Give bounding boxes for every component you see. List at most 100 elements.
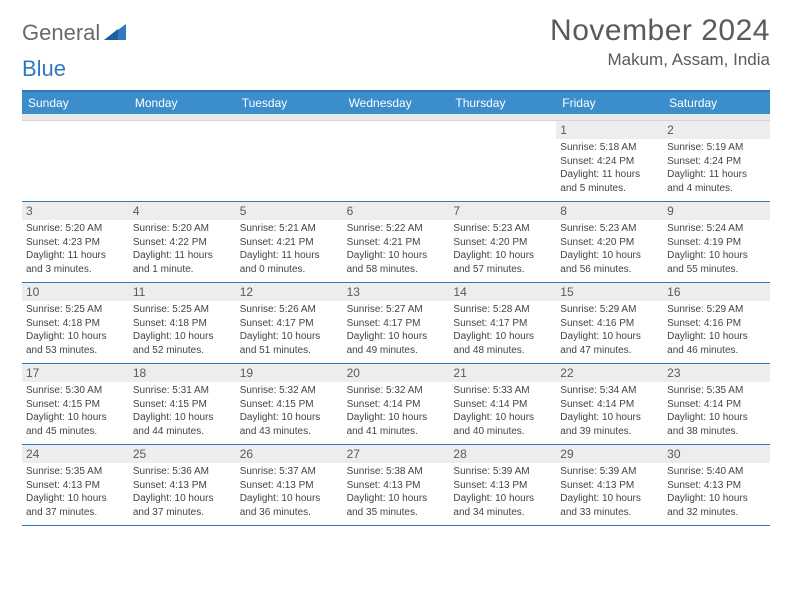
day-cell: 9Sunrise: 5:24 AMSunset: 4:19 PMDaylight… (663, 202, 770, 282)
weekday-thu: Thursday (449, 92, 556, 114)
day-cell: 14Sunrise: 5:28 AMSunset: 4:17 PMDayligh… (449, 283, 556, 363)
day-cell: 25Sunrise: 5:36 AMSunset: 4:13 PMDayligh… (129, 445, 236, 525)
day-info-line: and 4 minutes. (667, 182, 766, 196)
day-info-line: Sunrise: 5:29 AM (667, 303, 766, 317)
brand-blue: Blue (22, 56, 66, 82)
day-info-line: Sunrise: 5:20 AM (26, 222, 125, 236)
day-cell: 5Sunrise: 5:21 AMSunset: 4:21 PMDaylight… (236, 202, 343, 282)
day-info-line: Sunrise: 5:24 AM (667, 222, 766, 236)
day-info-line: Sunrise: 5:19 AM (667, 141, 766, 155)
day-info-line: Sunset: 4:18 PM (133, 317, 232, 331)
day-cell: 18Sunrise: 5:31 AMSunset: 4:15 PMDayligh… (129, 364, 236, 444)
day-number: 22 (556, 364, 663, 382)
day-info-line: Daylight: 10 hours (453, 249, 552, 263)
day-info-line: Daylight: 10 hours (240, 411, 339, 425)
day-info-line: Sunrise: 5:31 AM (133, 384, 232, 398)
day-info-line: Sunset: 4:14 PM (347, 398, 446, 412)
day-info-line: Daylight: 10 hours (453, 411, 552, 425)
day-number: 6 (343, 202, 450, 220)
day-info-line: Daylight: 10 hours (667, 411, 766, 425)
day-number: 30 (663, 445, 770, 463)
day-info-line: and 46 minutes. (667, 344, 766, 358)
day-info-line: Sunset: 4:21 PM (240, 236, 339, 250)
day-info-line: and 47 minutes. (560, 344, 659, 358)
day-info-line: Sunset: 4:20 PM (560, 236, 659, 250)
day-info-line: Sunrise: 5:38 AM (347, 465, 446, 479)
week-row: 10 Sunrise: 5:25 AMSunset: 4:18 PM Dayligh… (22, 283, 770, 364)
day-cell: 8Sunrise: 5:23 AMSunset: 4:20 PMDaylight… (556, 202, 663, 282)
day-cell: 20Sunrise: 5:32 AMSunset: 4:14 PMDayligh… (343, 364, 450, 444)
location-label: Makum, Assam, India (550, 50, 770, 70)
day-info-line: Daylight: 10 hours (560, 330, 659, 344)
weekday-sun: Sunday (22, 92, 129, 114)
day-cell: 24Sunrise: 5:35 AMSunset: 4:13 PMDayligh… (22, 445, 129, 525)
day-cell-empty: . (129, 121, 236, 201)
week-row: .....1Sunrise: 5:18 AMSunset: 4:24 PMDay… (22, 121, 770, 202)
day-info-line: Daylight: 11 hours (26, 249, 125, 263)
weekday-sat: Saturday (663, 92, 770, 114)
day-number: 13 (343, 283, 450, 301)
day-info-line: Sunset: 4:13 PM (560, 479, 659, 493)
day-cell-empty: . (22, 121, 129, 201)
day-number: 14 (449, 283, 556, 301)
day-number: 8 (556, 202, 663, 220)
day-info-line: Sunrise: 5:23 AM (560, 222, 659, 236)
brand-logo: General (22, 14, 128, 46)
day-info-line: Daylight: 10 hours (240, 492, 339, 506)
day-info-line: Sunset: 4:21 PM (347, 236, 446, 250)
brand-triangle-icon (104, 22, 126, 45)
day-number: 10 (22, 283, 129, 301)
day-number: 18 (129, 364, 236, 382)
day-info-line: Daylight: 10 hours (453, 492, 552, 506)
day-info-line: Sunset: 4:14 PM (560, 398, 659, 412)
day-cell: 17Sunrise: 5:30 AMSunset: 4:15 PMDayligh… (22, 364, 129, 444)
day-cell: 28Sunrise: 5:39 AMSunset: 4:13 PMDayligh… (449, 445, 556, 525)
day-info-line: and 52 minutes. (133, 344, 232, 358)
day-info-line: Daylight: 10 hours (667, 492, 766, 506)
month-title: November 2024 (550, 14, 770, 48)
day-cell: 15Sunrise: 5:29 AMSunset: 4:16 PMDayligh… (556, 283, 663, 363)
day-info-line: Sunrise: 5:26 AM (240, 303, 339, 317)
day-info-line: Sunset: 4:23 PM (26, 236, 125, 250)
weekday-tue: Tuesday (236, 92, 343, 114)
day-number: 24 (22, 445, 129, 463)
day-info-line: and 35 minutes. (347, 506, 446, 520)
day-info-line: Sunrise: 5:28 AM (453, 303, 552, 317)
day-number: 19 (236, 364, 343, 382)
day-info-line: Daylight: 10 hours (26, 411, 125, 425)
day-number: 26 (236, 445, 343, 463)
day-info-line: Sunrise: 5:40 AM (667, 465, 766, 479)
day-info-line: Sunset: 4:14 PM (453, 398, 552, 412)
day-info-line: and 40 minutes. (453, 425, 552, 439)
day-number: 11 (129, 283, 236, 301)
day-cell: 26Sunrise: 5:37 AMSunset: 4:13 PMDayligh… (236, 445, 343, 525)
day-info-line: Sunrise: 5:20 AM (133, 222, 232, 236)
day-info-line: Sunrise: 5:25 AM (133, 303, 232, 317)
day-cell: 29Sunrise: 5:39 AMSunset: 4:13 PMDayligh… (556, 445, 663, 525)
day-cell: 4Sunrise: 5:20 AMSunset: 4:22 PMDaylight… (129, 202, 236, 282)
day-info-line: Sunrise: 5:30 AM (26, 384, 125, 398)
day-info-line: Sunrise: 5:39 AM (453, 465, 552, 479)
day-info-line: Daylight: 10 hours (133, 411, 232, 425)
day-info-line: and 39 minutes. (560, 425, 659, 439)
day-info-line: Daylight: 10 hours (560, 411, 659, 425)
day-info-line: Daylight: 10 hours (560, 492, 659, 506)
day-number: 23 (663, 364, 770, 382)
day-info-line: Sunset: 4:14 PM (667, 398, 766, 412)
day-number: 3 (22, 202, 129, 220)
week-row: 17Sunrise: 5:30 AMSunset: 4:15 PMDayligh… (22, 364, 770, 445)
day-cell: 11Sunrise: 5:25 AMSunset: 4:18 PMDayligh… (129, 283, 236, 363)
page-root: General November 2024 Makum, Assam, Indi… (0, 0, 792, 536)
day-info-line: Daylight: 11 hours (560, 168, 659, 182)
day-info-line: Daylight: 10 hours (26, 492, 125, 506)
day-info-line: and 3 minutes. (26, 263, 125, 277)
day-info-line: Sunrise: 5:37 AM (240, 465, 339, 479)
day-info-line: and 43 minutes. (240, 425, 339, 439)
day-info-line: Daylight: 10 hours (667, 249, 766, 263)
day-info-line: Daylight: 11 hours (240, 249, 339, 263)
day-cell-empty: . (449, 121, 556, 201)
day-cell-empty: . (343, 121, 450, 201)
day-info-line: Sunset: 4:17 PM (453, 317, 552, 331)
week-row: 3Sunrise: 5:20 AMSunset: 4:23 PMDaylight… (22, 202, 770, 283)
day-info-line: Sunrise: 5:32 AM (347, 384, 446, 398)
